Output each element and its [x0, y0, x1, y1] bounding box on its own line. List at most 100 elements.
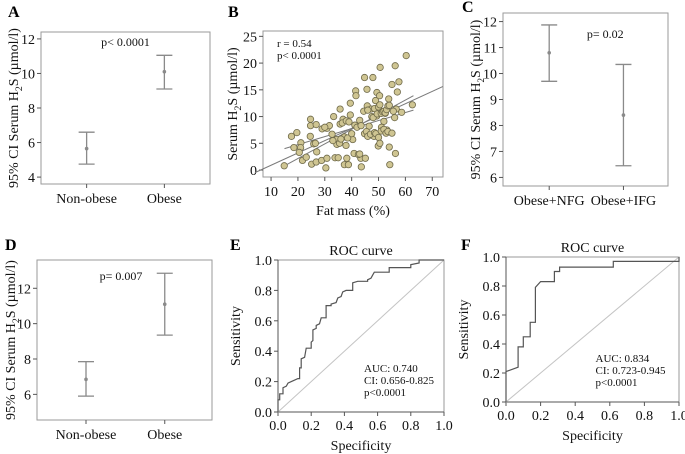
y-tick-label: 10	[483, 68, 497, 83]
x-axis-label: Specificity	[562, 429, 623, 444]
scatter-point	[346, 111, 354, 119]
chart-title: ROC curve	[561, 241, 624, 256]
x-tick-label: 0.4	[566, 409, 584, 424]
scatter-point	[385, 95, 393, 103]
scatter-point	[311, 139, 319, 147]
panel-label: C	[462, 0, 474, 16]
scatter-point	[328, 130, 336, 138]
y-tick-label: 15	[243, 84, 257, 99]
chart-title: ROC curve	[329, 244, 392, 259]
scatter-point	[402, 52, 410, 60]
panel-label: B	[228, 4, 239, 21]
y-tick-label: 5	[250, 137, 257, 152]
scatter-point	[389, 107, 397, 115]
scatter-point	[376, 139, 384, 147]
scatter-point	[385, 101, 393, 109]
x-tick-label: 0.8	[636, 409, 654, 424]
scatter-point	[345, 118, 353, 126]
scatter-point	[342, 141, 350, 150]
scatter-point	[391, 62, 399, 70]
panel-f: F 0.0 0.2 0.4 0.6 0.8 1.0 0.0 0.2 0.4 0.6 0.8 1.0 ROC…	[457, 237, 685, 444]
plot-frame	[262, 30, 444, 178]
y-tick-label: 8	[28, 102, 35, 117]
y-tick-label: 8	[24, 353, 31, 368]
stat-annotation: p<0.0001	[364, 387, 406, 399]
scatter-point	[361, 154, 369, 162]
y-tick-label: 6	[490, 171, 497, 186]
x-tick-label: 30	[318, 185, 332, 200]
stat-annotation: p< 0.0001	[277, 50, 322, 62]
y-tick-label: 10	[17, 318, 31, 333]
y-axis-label: Sensitivity	[229, 306, 244, 366]
y-tick-label: 7	[490, 145, 497, 160]
x-tick-label: 0.8	[402, 419, 420, 434]
y-axis-label: 95% CI Serum H2S (µmol/l)	[469, 19, 486, 179]
x-axis-label: Fat mass (%)	[316, 204, 390, 219]
scatter-point	[334, 154, 342, 162]
scatter-point	[337, 135, 345, 143]
y-tick-label: 10	[243, 111, 257, 126]
y-tick-label: 10	[21, 67, 35, 82]
y-tick-label: 1.0	[483, 251, 501, 266]
stat-annotation: AUC: 0.834	[596, 353, 650, 365]
scatter-point	[398, 108, 406, 116]
y-tick-label: 25	[243, 30, 257, 45]
x-tick-label: 1.0	[670, 409, 685, 424]
x-category-label: Non-obese	[56, 192, 117, 207]
y-tick-label: 0.2	[255, 376, 273, 391]
panel-label: F	[461, 237, 471, 254]
scatter-point	[346, 99, 354, 107]
panel-c: C 6 7 8 9 10 11 12 Obese+NFG Obese+IFG p= 0.02 95% …	[462, 0, 669, 209]
mean-point	[547, 50, 551, 55]
scatter-point	[344, 134, 352, 142]
y-tick-label: 11	[484, 42, 497, 57]
y-tick-label: 0.8	[255, 284, 273, 299]
x-category-label: Obese	[147, 428, 182, 443]
scatter-point	[408, 101, 416, 109]
x-tick-label: 0.4	[336, 419, 354, 434]
x-tick-label: 0.6	[369, 419, 387, 434]
scatter-point	[385, 143, 393, 151]
reference-diagonal	[505, 256, 680, 403]
x-category-label: Non-obese	[56, 428, 117, 443]
x-tick-label: 10	[264, 185, 278, 200]
y-tick-label: 8	[490, 119, 497, 134]
x-tick-label: 0.6	[601, 409, 619, 424]
scatter-point	[295, 148, 303, 156]
scatter-point	[388, 80, 396, 89]
scatter-point	[360, 73, 369, 82]
x-tick-label: 60	[398, 185, 412, 200]
x-tick-label: 0.2	[302, 419, 320, 434]
y-tick-label: 4	[28, 171, 35, 186]
scatter-point	[363, 85, 371, 93]
mean-point	[621, 113, 626, 117]
panel-b: B 0 5 10 15 20 25 10 20 30 40 50 60 70 r = 0.54p< 0.00…	[226, 4, 444, 219]
y-tick-label: 1.0	[255, 254, 273, 269]
y-tick-label: 12	[21, 33, 35, 48]
scatter-point	[330, 112, 338, 121]
x-category-label: Obese	[147, 192, 182, 207]
scatter-point	[323, 154, 331, 162]
x-category-label: Obese+IFG	[591, 194, 656, 209]
x-tick-label: 0.0	[269, 419, 287, 434]
scatter-point	[364, 106, 372, 114]
scatter-point	[306, 115, 315, 123]
roc-curve	[505, 257, 680, 402]
scatter-point	[336, 105, 344, 113]
x-axis-label: Specificity	[331, 439, 392, 454]
panel-d: D 6 8 10 12 Non-obese Obese p= 0.007 95% CI Seru…	[4, 237, 213, 443]
x-tick-label: 0.2	[532, 409, 550, 424]
stat-annotation: CI: 0.656-0.825	[364, 375, 434, 387]
scatter-point	[369, 73, 377, 82]
scatter-point	[313, 148, 321, 156]
mean-point	[84, 377, 88, 382]
plot-frame	[40, 31, 211, 185]
reference-diagonal	[277, 259, 445, 413]
scatter-point	[344, 161, 353, 169]
y-tick-label: 6	[28, 137, 35, 152]
scatter-point	[388, 129, 396, 137]
scatter-point	[352, 92, 360, 100]
scatter-point	[395, 78, 403, 86]
scatter-point	[391, 149, 400, 158]
scatter-point	[293, 129, 301, 137]
